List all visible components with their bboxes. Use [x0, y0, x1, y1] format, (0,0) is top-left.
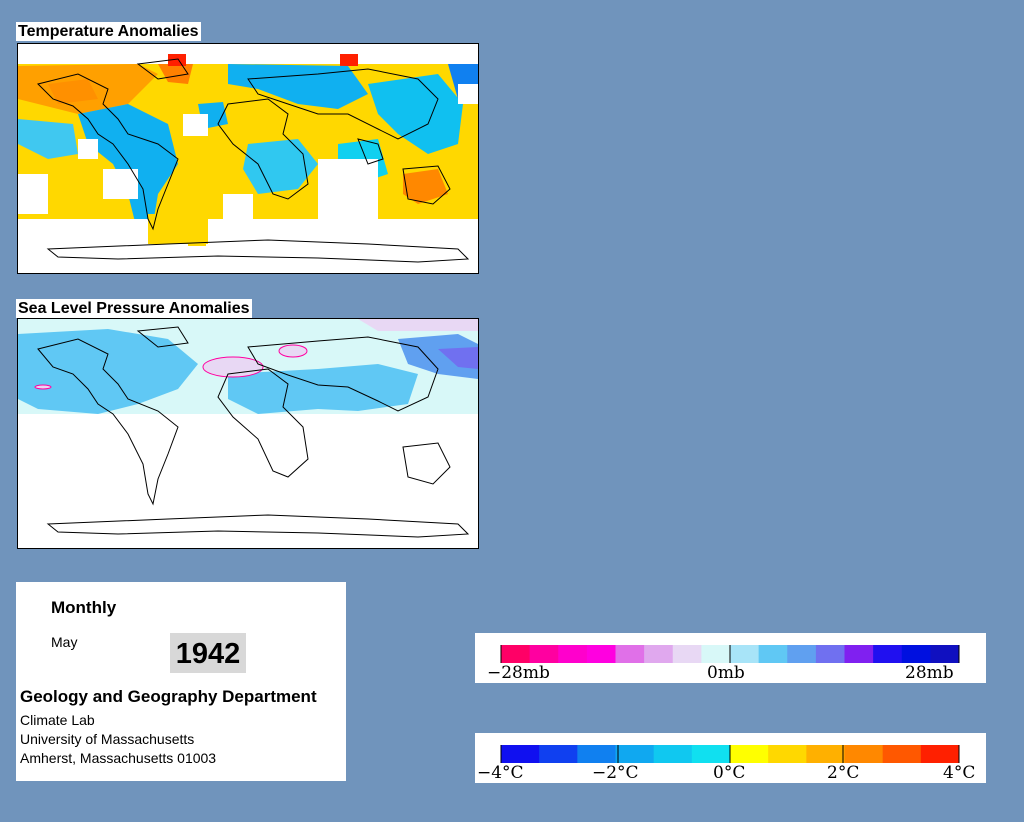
year-label: 1942 [170, 633, 246, 673]
pressure-legend-swatch [730, 645, 760, 663]
pressure-legend-swatch [901, 645, 931, 663]
pressure-legend-swatch [558, 645, 588, 663]
pressure-legend-swatch [930, 645, 960, 663]
pressure-legend-swatch [615, 645, 645, 663]
temperature-tick-plus4: 4°C [943, 763, 975, 783]
temperature-legend-swatch [501, 745, 540, 763]
university-label: University of Massachusetts [20, 731, 195, 747]
temperature-anomaly-map [17, 43, 479, 274]
pressure-legend-swatch [844, 645, 874, 663]
pressure-panel-title: Sea Level Pressure Anomalies [16, 299, 252, 318]
pressure-legend-swatch [586, 645, 616, 663]
pressure-tick-max: 28mb [905, 663, 954, 683]
info-box: Monthly May 1942 Geology and Geography D… [16, 582, 346, 781]
temperature-legend-swatch [768, 745, 807, 763]
address-label: Amherst, Massachusetts 01003 [20, 750, 217, 766]
pressure-legend-swatch [758, 645, 788, 663]
temperature-legend-swatch [920, 745, 960, 763]
temperature-legend-swatch [691, 745, 731, 763]
department-label: Geology and Geography Department [20, 687, 317, 706]
temperature-legend-swatch [806, 745, 845, 763]
pressure-legend-swatch [787, 645, 817, 663]
temperature-legend-swatch [844, 745, 884, 763]
pressure-legend-swatch [701, 645, 731, 663]
lab-label: Climate Lab [20, 712, 95, 728]
pressure-legend-swatch [815, 645, 845, 663]
temperature-panel-title: Temperature Anomalies [16, 22, 201, 41]
temperature-legend-swatch [577, 745, 616, 763]
temperature-tick-plus2: 2°C [827, 763, 859, 783]
temperature-legend-swatch [539, 745, 578, 763]
pressure-legend-swatch [873, 645, 903, 663]
temperature-legend-swatch [653, 745, 693, 763]
temperature-tick-minus2: −2°C [592, 763, 639, 783]
month-label: May [51, 634, 78, 650]
temperature-legend: −4°C −2°C 0°C 2°C 4°C [475, 733, 986, 783]
pressure-legend: −28mb 0mb 28mb [475, 633, 986, 683]
temperature-legend-swatch [615, 745, 655, 763]
temperature-tick-minus4: −4°C [477, 763, 524, 783]
pressure-legend-swatch [644, 645, 674, 663]
pressure-anomaly-map [17, 318, 479, 549]
period-label: Monthly [51, 598, 117, 617]
pressure-tick-zero: 0mb [707, 663, 745, 683]
temperature-tick-zero: 0°C [713, 763, 745, 783]
temperature-legend-swatch [730, 745, 769, 763]
pressure-legend-swatch [529, 645, 559, 663]
temperature-legend-swatch [882, 745, 922, 763]
pressure-legend-swatch [672, 645, 702, 663]
pressure-legend-swatch [501, 645, 531, 663]
pressure-tick-min: −28mb [487, 663, 550, 683]
